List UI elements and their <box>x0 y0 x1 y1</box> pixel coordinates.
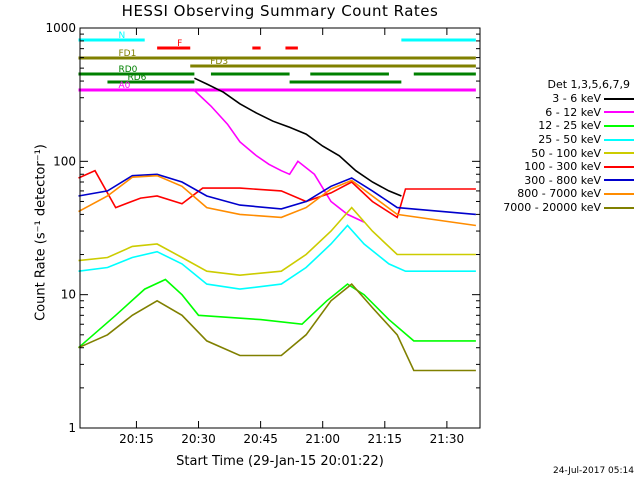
y-axis-label: Count Rate (s⁻¹ detector⁻¹) <box>33 144 49 321</box>
legend-label-1: 6 - 12 keV <box>545 105 601 119</box>
legend-entry-8: 7000 - 20000 keV <box>488 201 634 215</box>
series-line-5 <box>78 169 476 219</box>
flag-label-n: N <box>118 31 125 41</box>
y-tick-label-2: 100 <box>53 154 76 168</box>
legend-label-8: 7000 - 20000 keV <box>503 201 601 215</box>
flag-label-fd1: FD1 <box>118 49 136 59</box>
legend-entry-3: 25 - 50 keV <box>488 133 634 147</box>
legend-swatch-3 <box>604 138 634 141</box>
legend-entry-0: 3 - 6 keV <box>488 92 634 106</box>
x-tick-label-3: 21:00 <box>305 432 340 446</box>
series-line-3 <box>78 224 476 290</box>
legend-swatch-5 <box>604 165 634 168</box>
legend-swatch-7 <box>604 192 634 195</box>
legend-swatch-4 <box>604 152 634 155</box>
legend-swatch-1 <box>604 111 634 114</box>
x-tick-label-0: 20:15 <box>119 432 154 446</box>
series-line-2 <box>77 278 476 349</box>
legend-title: Det 1,3,5,6,7,9 <box>547 78 630 91</box>
legend-swatch-2 <box>604 124 634 127</box>
legend-swatch-8 <box>604 206 634 209</box>
legend-label-4: 50 - 100 keV <box>531 146 601 160</box>
series-line-8 <box>78 282 476 372</box>
legend-label-2: 12 - 25 keV <box>538 119 601 133</box>
series-line-1 <box>193 89 365 223</box>
legend-entry-7: 800 - 7000 keV <box>488 187 634 201</box>
plot-frame <box>79 27 481 429</box>
series-lines <box>77 77 477 372</box>
x-tick-label-2: 20:45 <box>243 432 278 446</box>
axis-ticks: 20:15 20:30 20:45 21:00 21:15 21:30 1 10 100 1000 <box>45 21 480 446</box>
x-axis-label: Start Time (29-Jan-15 20:01:22) <box>176 454 384 469</box>
legend: Det 1,3,5,6,7,9 3 - 6 keV 6 - 12 keV 12 - … <box>488 78 634 214</box>
generation-timestamp: 24-Jul-2017 05:14 <box>552 466 634 476</box>
legend-swatch-6 <box>604 179 634 182</box>
chart-title: HESSI Observing Summary Count Rates <box>121 2 439 20</box>
x-tick-label-4: 21:15 <box>367 432 402 446</box>
flag-label-a0: A0 <box>118 81 130 91</box>
flag-label-fd3: FD3 <box>210 57 228 67</box>
x-tick-label-1: 20:30 <box>181 432 216 446</box>
legend-label-0: 3 - 6 keV <box>552 92 601 106</box>
legend-entry-6: 300 - 800 keV <box>488 174 634 188</box>
legend-swatch-0 <box>604 97 634 100</box>
y-tick-label-1: 10 <box>61 288 76 302</box>
series-line-6 <box>78 173 476 216</box>
x-tick-label-5: 21:30 <box>430 432 465 446</box>
legend-label-6: 300 - 800 keV <box>524 173 601 187</box>
series-line-4 <box>78 206 476 277</box>
y-tick-label-3: 1000 <box>45 21 76 35</box>
legend-entry-2: 12 - 25 keV <box>488 119 634 133</box>
legend-entry-5: 100 - 300 keV <box>488 160 634 174</box>
flag-label-rd0: RD0 <box>118 65 137 75</box>
legend-entry-1: 6 - 12 keV <box>488 106 634 120</box>
y-tick-label-0: 1 <box>68 421 76 435</box>
flag-label-rd6: RD6 <box>127 73 146 83</box>
series-line-0 <box>194 77 402 197</box>
legend-label-5: 100 - 300 keV <box>524 160 601 174</box>
legend-label-7: 800 - 7000 keV <box>517 187 601 201</box>
flag-label-f: F <box>177 39 182 49</box>
legend-label-3: 25 - 50 keV <box>538 133 601 147</box>
legend-entry-4: 50 - 100 keV <box>488 146 634 160</box>
series-line-7 <box>78 174 477 227</box>
